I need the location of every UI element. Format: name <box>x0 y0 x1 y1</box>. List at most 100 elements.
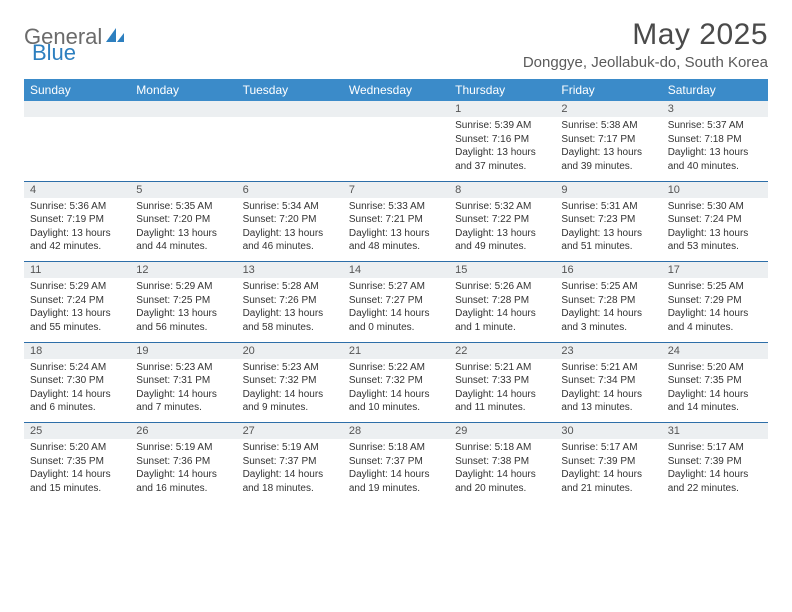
sunset-text: Sunset: 7:37 PM <box>349 455 443 469</box>
day-number-empty <box>24 101 130 117</box>
sunrise-text: Sunrise: 5:38 AM <box>561 119 655 133</box>
daylight-text: and 39 minutes. <box>561 160 655 174</box>
week-content-row: Sunrise: 5:20 AMSunset: 7:35 PMDaylight:… <box>24 439 768 503</box>
day-number-cell: 7 <box>343 181 449 198</box>
day-content: Sunrise: 5:21 AMSunset: 7:34 PMDaylight:… <box>555 359 661 419</box>
day-number: 8 <box>449 182 555 198</box>
day-content: Sunrise: 5:17 AMSunset: 7:39 PMDaylight:… <box>662 439 768 499</box>
daylight-text: Daylight: 14 hours <box>243 468 337 482</box>
day-cell <box>343 117 449 181</box>
sunset-text: Sunset: 7:19 PM <box>30 213 124 227</box>
sunset-text: Sunset: 7:16 PM <box>455 133 549 147</box>
sunrise-text: Sunrise: 5:26 AM <box>455 280 549 294</box>
daylight-text: and 22 minutes. <box>668 482 762 496</box>
day-content: Sunrise: 5:26 AMSunset: 7:28 PMDaylight:… <box>449 278 555 338</box>
sunset-text: Sunset: 7:20 PM <box>243 213 337 227</box>
sunrise-text: Sunrise: 5:18 AM <box>349 441 443 455</box>
sunrise-text: Sunrise: 5:32 AM <box>455 200 549 214</box>
daylight-text: Daylight: 14 hours <box>349 468 443 482</box>
sunrise-text: Sunrise: 5:34 AM <box>243 200 337 214</box>
day-number-cell: 13 <box>237 262 343 279</box>
day-content: Sunrise: 5:17 AMSunset: 7:39 PMDaylight:… <box>555 439 661 499</box>
day-number-cell: 6 <box>237 181 343 198</box>
week-daynum-row: 25262728293031 <box>24 423 768 440</box>
day-content: Sunrise: 5:20 AMSunset: 7:35 PMDaylight:… <box>24 439 130 499</box>
day-content: Sunrise: 5:18 AMSunset: 7:38 PMDaylight:… <box>449 439 555 499</box>
day-cell: Sunrise: 5:21 AMSunset: 7:33 PMDaylight:… <box>449 359 555 423</box>
sunset-text: Sunset: 7:37 PM <box>243 455 337 469</box>
day-cell: Sunrise: 5:33 AMSunset: 7:21 PMDaylight:… <box>343 198 449 262</box>
day-number-cell: 20 <box>237 342 343 359</box>
sunset-text: Sunset: 7:25 PM <box>136 294 230 308</box>
daylight-text: Daylight: 14 hours <box>136 468 230 482</box>
day-number-cell: 8 <box>449 181 555 198</box>
sunrise-text: Sunrise: 5:20 AM <box>668 361 762 375</box>
daylight-text: Daylight: 14 hours <box>668 388 762 402</box>
daylight-text: and 13 minutes. <box>561 401 655 415</box>
daylight-text: Daylight: 13 hours <box>243 227 337 241</box>
sunset-text: Sunset: 7:33 PM <box>455 374 549 388</box>
day-number: 7 <box>343 182 449 198</box>
sunrise-text: Sunrise: 5:28 AM <box>243 280 337 294</box>
day-number: 18 <box>24 343 130 359</box>
day-number-cell: 18 <box>24 342 130 359</box>
week-daynum-row: 123 <box>24 101 768 117</box>
day-cell <box>24 117 130 181</box>
sunset-text: Sunset: 7:39 PM <box>668 455 762 469</box>
day-cell <box>237 117 343 181</box>
weekday-header: Thursday <box>449 79 555 101</box>
sunrise-text: Sunrise: 5:39 AM <box>455 119 549 133</box>
day-content: Sunrise: 5:19 AMSunset: 7:37 PMDaylight:… <box>237 439 343 499</box>
daylight-text: Daylight: 14 hours <box>30 468 124 482</box>
daylight-text: and 4 minutes. <box>668 321 762 335</box>
sunrise-text: Sunrise: 5:18 AM <box>455 441 549 455</box>
day-cell: Sunrise: 5:39 AMSunset: 7:16 PMDaylight:… <box>449 117 555 181</box>
day-content: Sunrise: 5:36 AMSunset: 7:19 PMDaylight:… <box>24 198 130 258</box>
day-number: 12 <box>130 262 236 278</box>
week-daynum-row: 45678910 <box>24 181 768 198</box>
day-content: Sunrise: 5:39 AMSunset: 7:16 PMDaylight:… <box>449 117 555 177</box>
daylight-text: and 48 minutes. <box>349 240 443 254</box>
daylight-text: Daylight: 13 hours <box>136 307 230 321</box>
calendar-body: 123Sunrise: 5:39 AMSunset: 7:16 PMDaylig… <box>24 101 768 503</box>
sunrise-text: Sunrise: 5:22 AM <box>349 361 443 375</box>
daylight-text: and 56 minutes. <box>136 321 230 335</box>
day-number-cell: 30 <box>555 423 661 440</box>
day-cell: Sunrise: 5:20 AMSunset: 7:35 PMDaylight:… <box>24 439 130 503</box>
day-cell: Sunrise: 5:17 AMSunset: 7:39 PMDaylight:… <box>555 439 661 503</box>
sunrise-text: Sunrise: 5:19 AM <box>243 441 337 455</box>
sunset-text: Sunset: 7:38 PM <box>455 455 549 469</box>
day-number-cell: 15 <box>449 262 555 279</box>
daylight-text: Daylight: 14 hours <box>668 307 762 321</box>
daylight-text: and 49 minutes. <box>455 240 549 254</box>
sunrise-text: Sunrise: 5:21 AM <box>455 361 549 375</box>
sunset-text: Sunset: 7:21 PM <box>349 213 443 227</box>
day-content: Sunrise: 5:29 AMSunset: 7:24 PMDaylight:… <box>24 278 130 338</box>
weekday-header: Wednesday <box>343 79 449 101</box>
daylight-text: Daylight: 14 hours <box>136 388 230 402</box>
daylight-text: and 0 minutes. <box>349 321 443 335</box>
day-number: 27 <box>237 423 343 439</box>
day-cell: Sunrise: 5:19 AMSunset: 7:37 PMDaylight:… <box>237 439 343 503</box>
daylight-text: Daylight: 13 hours <box>30 307 124 321</box>
sunset-text: Sunset: 7:36 PM <box>136 455 230 469</box>
day-content: Sunrise: 5:23 AMSunset: 7:31 PMDaylight:… <box>130 359 236 419</box>
day-number-empty <box>343 101 449 117</box>
sunset-text: Sunset: 7:35 PM <box>30 455 124 469</box>
day-cell: Sunrise: 5:36 AMSunset: 7:19 PMDaylight:… <box>24 198 130 262</box>
day-content: Sunrise: 5:27 AMSunset: 7:27 PMDaylight:… <box>343 278 449 338</box>
day-number-cell: 9 <box>555 181 661 198</box>
day-content: Sunrise: 5:28 AMSunset: 7:26 PMDaylight:… <box>237 278 343 338</box>
sunset-text: Sunset: 7:20 PM <box>136 213 230 227</box>
daylight-text: and 6 minutes. <box>30 401 124 415</box>
day-content: Sunrise: 5:24 AMSunset: 7:30 PMDaylight:… <box>24 359 130 419</box>
daylight-text: Daylight: 14 hours <box>455 307 549 321</box>
calendar-table: Sunday Monday Tuesday Wednesday Thursday… <box>24 79 768 503</box>
day-cell: Sunrise: 5:29 AMSunset: 7:24 PMDaylight:… <box>24 278 130 342</box>
sunrise-text: Sunrise: 5:24 AM <box>30 361 124 375</box>
sunset-text: Sunset: 7:35 PM <box>668 374 762 388</box>
day-number: 28 <box>343 423 449 439</box>
day-cell: Sunrise: 5:35 AMSunset: 7:20 PMDaylight:… <box>130 198 236 262</box>
day-content: Sunrise: 5:31 AMSunset: 7:23 PMDaylight:… <box>555 198 661 258</box>
daylight-text: and 20 minutes. <box>455 482 549 496</box>
